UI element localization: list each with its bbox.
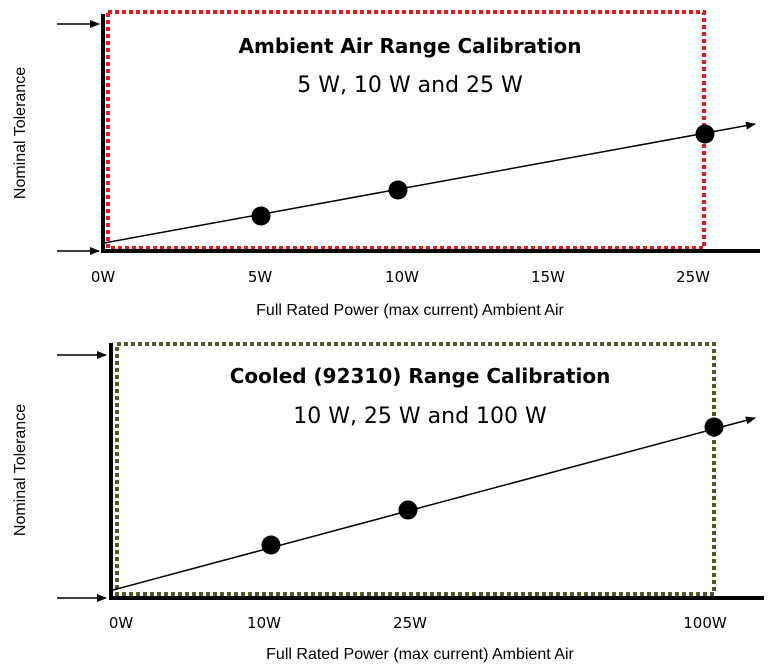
ambient-point-5w [251,206,271,226]
cooled-tick-100w: 100W [683,614,727,632]
cooled-subtitle: 10 W, 25 W and 100 W [293,404,547,429]
panel-ambient: Ambient Air Range Calibration 5 W, 10 W … [12,10,760,319]
cooled-range-box [115,342,716,596]
ambient-point-25w [695,124,715,144]
ambient-tick-25w: 25W [676,268,710,286]
panel-cooled: Cooled (92310) Range Calibration 10 W, 2… [12,342,764,663]
ambient-subtitle: 5 W, 10 W and 25 W [297,73,523,98]
cooled-tick-25w: 25W [393,614,427,632]
ambient-tick-5w: 5W [248,268,273,286]
ambient-y-axis-label: Nominal Tolerance [12,67,29,199]
ambient-calibration-line [103,121,756,244]
ambient-point-10w [388,180,408,200]
cooled-calibration-line [112,416,756,591]
ambient-x-axis-label: Full Rated Power (max current) Ambient A… [256,302,564,319]
cooled-x-axis-label: Full Rated Power (max current) Ambient A… [266,646,574,663]
ambient-title: Ambient Air Range Calibration [239,34,582,58]
cooled-tick-10w: 10W [247,614,281,632]
ambient-tick-15w: 15W [531,268,565,286]
cooled-point-25w [398,500,418,520]
cooled-point-100w [704,417,724,437]
ambient-tick-0w: 0W [91,268,116,286]
cooled-y-axis-label: Nominal Tolerance [12,404,29,536]
cooled-point-10w [261,535,281,555]
ambient-tick-10w: 10W [385,268,419,286]
cooled-title: Cooled (92310) Range Calibration [230,364,611,388]
cooled-tick-0w: 0W [109,614,134,632]
